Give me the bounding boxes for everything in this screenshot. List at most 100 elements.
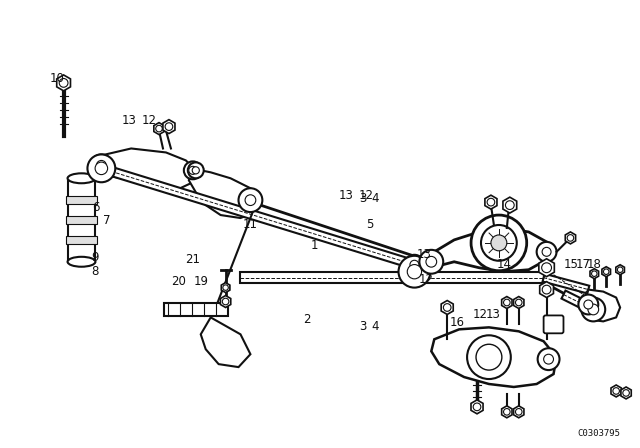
Text: 5: 5 <box>366 219 373 232</box>
Circle shape <box>504 409 510 415</box>
Polygon shape <box>221 283 230 293</box>
Text: 11: 11 <box>243 219 258 232</box>
Circle shape <box>543 354 554 364</box>
Circle shape <box>491 235 507 251</box>
Ellipse shape <box>68 173 95 183</box>
Bar <box>65 216 97 224</box>
Circle shape <box>184 161 202 179</box>
Polygon shape <box>241 272 543 283</box>
Circle shape <box>541 263 552 273</box>
Text: 20: 20 <box>172 275 186 288</box>
Circle shape <box>579 294 598 314</box>
Bar <box>68 178 95 262</box>
Text: 7: 7 <box>102 214 110 227</box>
Text: 18: 18 <box>587 258 602 271</box>
Polygon shape <box>621 387 631 399</box>
Polygon shape <box>154 123 164 134</box>
Circle shape <box>239 188 262 212</box>
Text: 13: 13 <box>339 189 353 202</box>
Text: 13: 13 <box>486 308 500 321</box>
Circle shape <box>567 235 573 241</box>
Circle shape <box>584 300 593 309</box>
Text: 17: 17 <box>576 258 591 271</box>
Circle shape <box>90 155 112 177</box>
Circle shape <box>419 250 444 274</box>
Circle shape <box>444 304 451 311</box>
Text: 3: 3 <box>359 192 367 205</box>
Text: C0303795: C0303795 <box>577 429 620 438</box>
Polygon shape <box>431 327 557 387</box>
Polygon shape <box>513 406 524 418</box>
Polygon shape <box>441 301 453 314</box>
Circle shape <box>618 267 623 272</box>
Circle shape <box>515 409 522 415</box>
Polygon shape <box>540 282 554 297</box>
Circle shape <box>60 78 68 87</box>
Polygon shape <box>602 267 611 277</box>
Polygon shape <box>503 197 516 213</box>
Polygon shape <box>189 168 260 218</box>
Circle shape <box>95 162 108 175</box>
Polygon shape <box>100 164 416 269</box>
Circle shape <box>581 297 605 321</box>
Text: 3: 3 <box>359 320 367 333</box>
Circle shape <box>426 256 436 267</box>
Polygon shape <box>429 228 547 271</box>
Circle shape <box>410 260 419 269</box>
Polygon shape <box>57 75 70 91</box>
Polygon shape <box>565 232 575 244</box>
Circle shape <box>538 348 559 370</box>
Text: 12: 12 <box>141 114 157 127</box>
Bar <box>164 302 228 316</box>
Text: 15: 15 <box>564 258 579 271</box>
Polygon shape <box>502 406 512 418</box>
Circle shape <box>515 299 522 306</box>
Text: 14: 14 <box>497 258 511 271</box>
Circle shape <box>473 403 481 411</box>
Circle shape <box>471 215 527 271</box>
Circle shape <box>591 271 597 276</box>
Text: 13: 13 <box>417 248 432 261</box>
Text: 10: 10 <box>49 73 64 86</box>
Bar <box>65 196 97 204</box>
Polygon shape <box>220 296 231 307</box>
Text: 13: 13 <box>122 114 136 127</box>
Polygon shape <box>539 259 554 277</box>
Polygon shape <box>543 274 589 293</box>
Text: 12: 12 <box>358 189 373 202</box>
Circle shape <box>188 162 204 178</box>
Text: 4: 4 <box>371 192 378 205</box>
FancyBboxPatch shape <box>543 315 563 333</box>
Text: 6: 6 <box>92 201 99 214</box>
Circle shape <box>97 160 106 170</box>
Circle shape <box>223 285 228 290</box>
Circle shape <box>404 255 424 275</box>
Text: 8: 8 <box>92 265 99 278</box>
Text: 16: 16 <box>450 316 465 329</box>
Circle shape <box>504 299 510 306</box>
Circle shape <box>481 225 516 261</box>
Text: 4: 4 <box>371 320 378 333</box>
Polygon shape <box>611 385 621 397</box>
Circle shape <box>407 265 422 279</box>
Text: 9: 9 <box>92 251 99 264</box>
Circle shape <box>613 388 620 394</box>
Circle shape <box>476 344 502 370</box>
Text: 12: 12 <box>419 273 434 286</box>
Circle shape <box>165 123 173 130</box>
Polygon shape <box>471 400 483 414</box>
Circle shape <box>542 285 551 294</box>
Polygon shape <box>201 318 250 367</box>
Circle shape <box>245 195 256 206</box>
Bar <box>65 236 97 244</box>
Text: 1: 1 <box>310 239 318 252</box>
Circle shape <box>156 125 163 132</box>
Polygon shape <box>163 120 175 134</box>
Polygon shape <box>485 195 497 209</box>
Circle shape <box>399 256 430 288</box>
Circle shape <box>88 155 115 182</box>
Circle shape <box>222 298 229 305</box>
Circle shape <box>487 198 495 206</box>
Circle shape <box>189 166 197 174</box>
Circle shape <box>537 242 557 262</box>
